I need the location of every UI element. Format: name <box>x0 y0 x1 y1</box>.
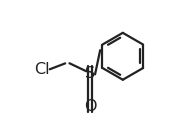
Text: S: S <box>85 66 95 81</box>
Text: Cl: Cl <box>35 62 50 77</box>
Text: O: O <box>84 99 96 114</box>
